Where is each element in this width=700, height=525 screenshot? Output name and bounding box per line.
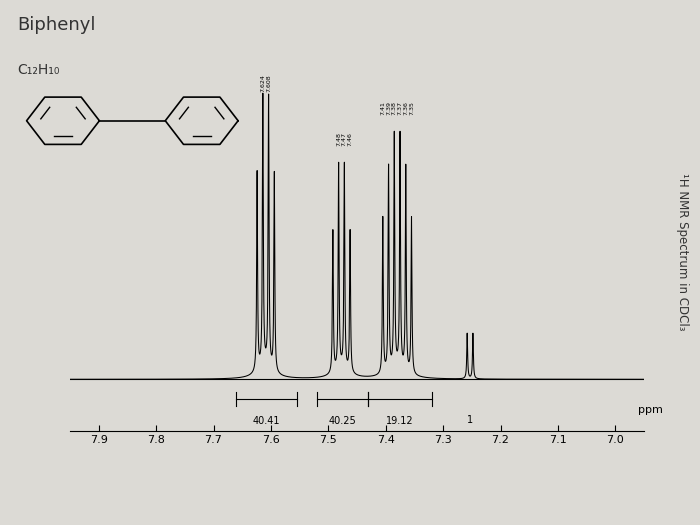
Text: 40.41: 40.41 bbox=[253, 416, 280, 426]
Text: 1: 1 bbox=[467, 415, 473, 425]
Text: 7.36: 7.36 bbox=[403, 101, 408, 115]
Text: ppm: ppm bbox=[638, 405, 663, 415]
Text: Biphenyl: Biphenyl bbox=[18, 16, 96, 34]
Text: 7.39: 7.39 bbox=[386, 101, 391, 115]
Text: C₁₂H₁₀: C₁₂H₁₀ bbox=[18, 63, 60, 77]
Text: 7.624: 7.624 bbox=[260, 75, 265, 92]
Text: 40.25: 40.25 bbox=[329, 416, 356, 426]
Text: ¹H NMR Spectrum in CDCl₃: ¹H NMR Spectrum in CDCl₃ bbox=[676, 173, 689, 331]
Text: 7.37: 7.37 bbox=[398, 101, 402, 115]
Text: 7.47: 7.47 bbox=[342, 132, 347, 146]
Text: 7.35: 7.35 bbox=[409, 101, 414, 115]
Text: 19.12: 19.12 bbox=[386, 416, 414, 426]
Text: 7.48: 7.48 bbox=[336, 132, 341, 146]
Text: 7.608: 7.608 bbox=[266, 75, 271, 92]
Text: 7.46: 7.46 bbox=[348, 132, 353, 146]
Text: 7.38: 7.38 bbox=[392, 101, 397, 115]
Text: 7.41: 7.41 bbox=[380, 101, 385, 115]
